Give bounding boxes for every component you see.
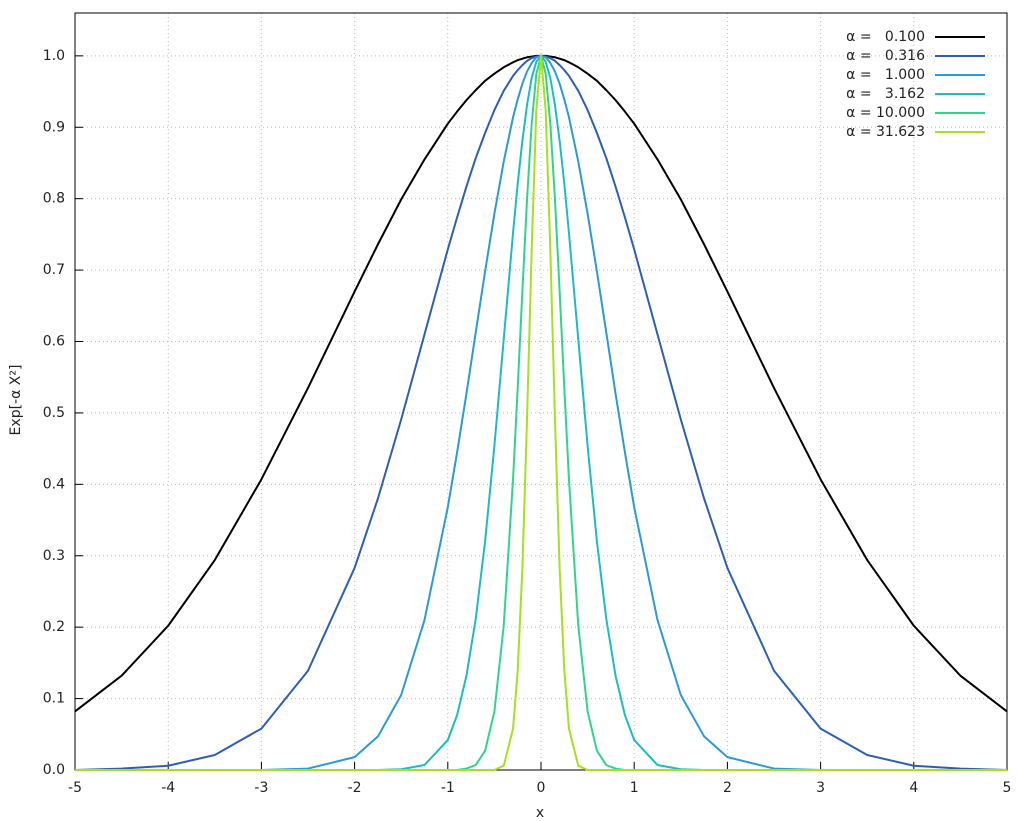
x-tick-label: 0 <box>537 780 546 796</box>
x-axis-label: x <box>536 805 544 821</box>
x-tick-label: -3 <box>254 780 268 796</box>
y-tick-label: 0.8 <box>43 191 65 207</box>
y-tick-label: 0.3 <box>43 548 65 564</box>
legend-label: α = 31.623 <box>846 124 925 140</box>
y-tick-label: 0.1 <box>43 691 65 707</box>
legend-label: α = 0.100 <box>846 29 925 45</box>
x-tick-label: 4 <box>909 780 918 796</box>
plot-frame <box>74 12 1008 771</box>
legend-label: α = 1.000 <box>846 67 925 83</box>
y-axis-label: Exp[-α X²] <box>8 365 24 436</box>
y-tick-label: 0.2 <box>43 619 65 635</box>
x-tick-label: 2 <box>723 780 732 796</box>
x-tick-label: 1 <box>630 780 639 796</box>
y-tick-label: 0.5 <box>43 405 65 421</box>
legend-label: α = 0.316 <box>846 48 925 64</box>
x-tick-label: -2 <box>348 780 362 796</box>
y-tick-label: 0.0 <box>43 762 65 778</box>
y-tick-label: 0.4 <box>43 476 65 492</box>
x-tick-label: -5 <box>68 780 82 796</box>
x-tick-label: 5 <box>1003 780 1012 796</box>
x-tick-label: 3 <box>816 780 825 796</box>
y-tick-label: 0.6 <box>43 334 65 350</box>
legend-label: α = 3.162 <box>846 86 925 102</box>
series-line <box>75 54 1007 771</box>
y-tick-label: 0.9 <box>43 119 65 135</box>
x-tick-label: -4 <box>161 780 175 796</box>
y-tick-label: 1.0 <box>43 48 65 64</box>
legend-label: α = 10.000 <box>846 105 925 121</box>
y-tick-label: 0.7 <box>43 262 65 278</box>
x-tick-label: -1 <box>441 780 455 796</box>
